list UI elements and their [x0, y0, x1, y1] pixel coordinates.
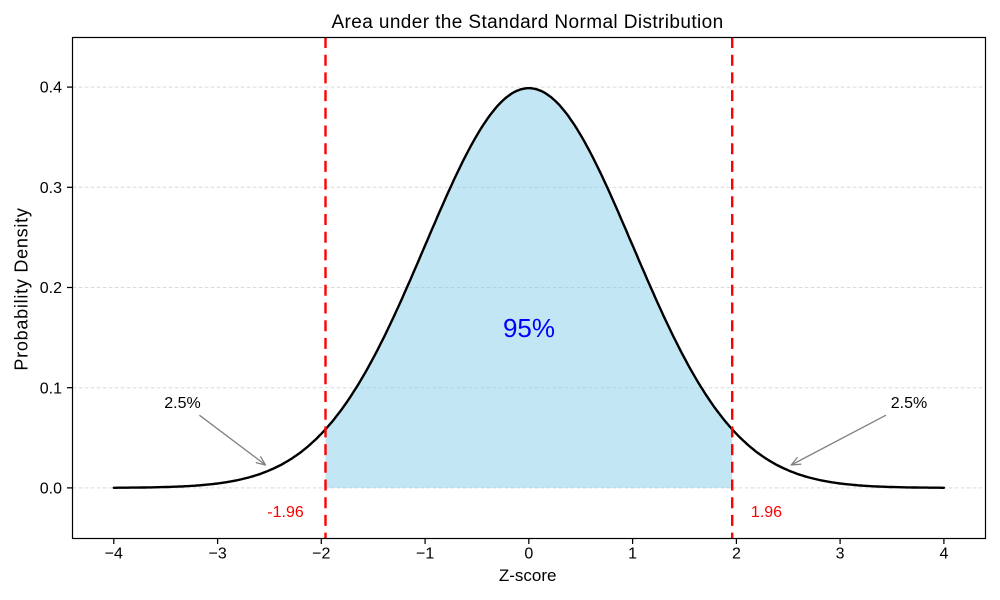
svg-text:−4: −4 — [105, 546, 123, 563]
svg-text:Probability Density: Probability Density — [11, 207, 31, 370]
svg-text:0.4: 0.4 — [40, 80, 62, 97]
svg-text:2.5%: 2.5% — [891, 395, 927, 412]
svg-text:2.5%: 2.5% — [164, 395, 200, 412]
svg-text:−2: −2 — [312, 546, 330, 563]
svg-text:-1.96: -1.96 — [267, 504, 304, 521]
svg-text:−3: −3 — [208, 546, 226, 563]
svg-text:95%: 95% — [503, 313, 555, 343]
svg-text:0.3: 0.3 — [40, 180, 62, 197]
svg-text:2: 2 — [732, 546, 741, 563]
svg-text:3: 3 — [836, 546, 845, 563]
svg-text:0.2: 0.2 — [40, 280, 62, 297]
svg-text:0: 0 — [524, 546, 533, 563]
svg-text:1.96: 1.96 — [751, 504, 782, 521]
svg-text:Area under the Standard Normal: Area under the Standard Normal Distribut… — [331, 12, 723, 33]
svg-text:0.0: 0.0 — [40, 481, 62, 498]
svg-text:4: 4 — [939, 546, 948, 563]
svg-text:−1: −1 — [416, 546, 434, 563]
svg-text:Z-score: Z-score — [499, 566, 557, 585]
svg-text:0.1: 0.1 — [40, 380, 62, 397]
svg-text:1: 1 — [628, 546, 637, 563]
